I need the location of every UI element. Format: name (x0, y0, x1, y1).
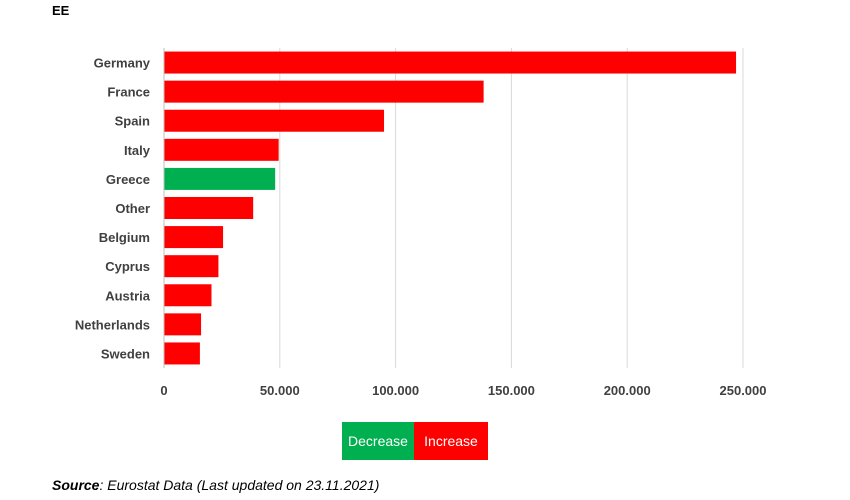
category-label: Belgium (99, 230, 150, 245)
x-tick-label: 200.000 (604, 383, 651, 398)
category-label: Germany (94, 56, 151, 71)
category-label: Spain (115, 114, 150, 129)
x-tick-label: 250.000 (720, 383, 767, 398)
category-label: Austria (105, 288, 151, 303)
category-label: Cyprus (105, 259, 150, 274)
x-tick-label: 50.000 (260, 383, 300, 398)
legend-decrease: Decrease (342, 422, 414, 460)
bar (164, 313, 202, 336)
bar (164, 167, 276, 190)
bar (164, 80, 484, 103)
bar (164, 197, 254, 219)
category-label: Greece (106, 172, 150, 187)
bar (164, 51, 737, 74)
bar (164, 342, 200, 365)
bar (164, 109, 385, 132)
bar-chart: Germany France Spain Italy Greece Other Belgiu… (75, 48, 767, 398)
x-tick-label: 150.000 (488, 383, 535, 398)
category-label: Italy (124, 143, 151, 158)
source-note: Source: Eurostat Data (Last updated on 2… (52, 477, 379, 493)
category-label: Other (115, 201, 150, 216)
chart-title: EE (52, 3, 70, 18)
bar (164, 226, 224, 249)
source-label: Source (52, 477, 100, 493)
bar (164, 284, 212, 307)
category-label: Sweden (101, 346, 150, 361)
x-tick-label: 100.000 (372, 383, 419, 398)
x-tick-label: 0 (160, 383, 167, 398)
category-label: France (107, 85, 150, 100)
legend-increase: Increase (414, 422, 488, 460)
source-text: : Eurostat Data (Last updated on 23.11.2… (99, 477, 380, 493)
bar (164, 255, 219, 278)
legend: Decrease Increase (342, 422, 488, 460)
category-label: Netherlands (75, 317, 150, 332)
bar (164, 138, 279, 161)
